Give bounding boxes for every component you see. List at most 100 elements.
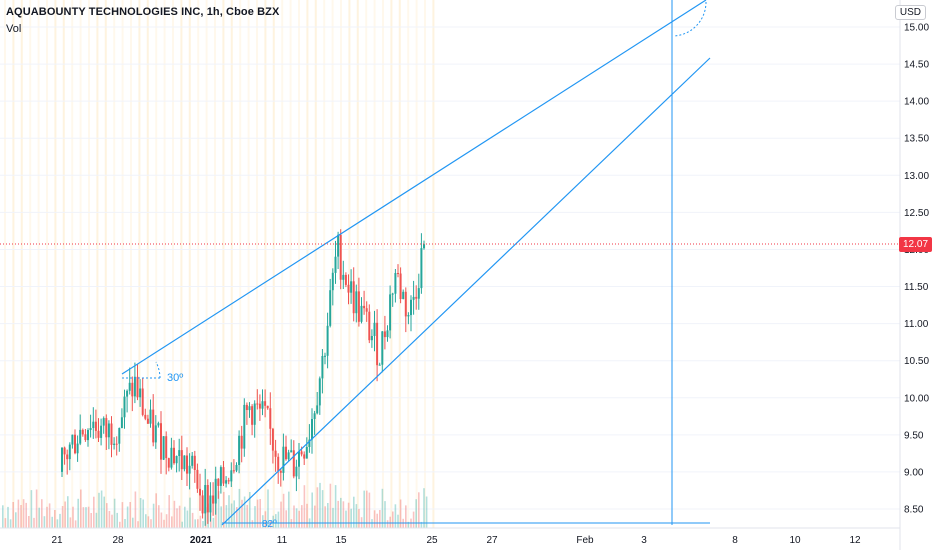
candle-body[interactable]: [227, 480, 230, 482]
candle-body[interactable]: [316, 405, 319, 414]
candle-body[interactable]: [326, 325, 329, 356]
candle-body[interactable]: [391, 293, 394, 295]
candle-body[interactable]: [303, 454, 306, 459]
candle-body[interactable]: [193, 455, 196, 470]
candle-body[interactable]: [248, 406, 251, 411]
candle-body[interactable]: [170, 447, 173, 468]
candle-body[interactable]: [144, 414, 147, 419]
candle-body[interactable]: [352, 281, 355, 314]
candle-body[interactable]: [136, 376, 139, 398]
candle-body[interactable]: [105, 418, 108, 438]
candle-body[interactable]: [415, 296, 418, 299]
price-axis[interactable]: 8.509.009.5010.0010.5011.0011.5012.0012.…: [904, 23, 929, 516]
candle-body[interactable]: [292, 450, 295, 477]
candle-body[interactable]: [232, 470, 235, 472]
candle-body[interactable]: [287, 452, 290, 460]
candle-body[interactable]: [173, 447, 175, 464]
candle-body[interactable]: [329, 290, 332, 326]
candle-body[interactable]: [133, 376, 136, 397]
upper-trendline[interactable]: [121, 0, 707, 375]
candle-body[interactable]: [113, 443, 116, 445]
candle-body[interactable]: [318, 378, 321, 406]
candle-body[interactable]: [285, 446, 287, 460]
candle-body[interactable]: [225, 480, 228, 484]
candle-body[interactable]: [110, 423, 113, 445]
candle-body[interactable]: [214, 478, 217, 504]
candle-body[interactable]: [305, 447, 308, 459]
candle-body[interactable]: [313, 413, 316, 419]
candle-body[interactable]: [162, 436, 165, 460]
candle-body[interactable]: [141, 388, 144, 415]
trend-drawings[interactable]: 30º 82º: [121, 0, 711, 530]
candle-body[interactable]: [417, 288, 420, 299]
candle-body[interactable]: [334, 256, 337, 273]
candle-body[interactable]: [167, 458, 170, 468]
candle-body[interactable]: [253, 403, 256, 425]
candle-body[interactable]: [219, 467, 222, 486]
candle-body[interactable]: [420, 248, 423, 289]
candle-body[interactable]: [128, 382, 131, 391]
candle-body[interactable]: [131, 382, 134, 397]
candle-body[interactable]: [363, 305, 366, 309]
candle-body[interactable]: [290, 450, 293, 453]
candle-body[interactable]: [245, 404, 248, 410]
candlesticks[interactable]: [61, 229, 425, 526]
candle-body[interactable]: [149, 409, 152, 424]
candle-body[interactable]: [160, 423, 162, 460]
candle-body[interactable]: [126, 390, 129, 397]
candle-body[interactable]: [355, 291, 358, 314]
candle-body[interactable]: [230, 470, 233, 482]
candle-body[interactable]: [404, 291, 407, 317]
candle-body[interactable]: [94, 421, 97, 431]
candle-body[interactable]: [383, 331, 386, 338]
candle-body[interactable]: [295, 466, 298, 477]
volume-indicator-label[interactable]: Vol: [6, 23, 22, 35]
candle-body[interactable]: [282, 446, 285, 473]
candle-body[interactable]: [178, 450, 181, 456]
candle-body[interactable]: [191, 455, 194, 466]
candle-body[interactable]: [209, 495, 212, 513]
candle-body[interactable]: [274, 450, 277, 457]
candle-body[interactable]: [76, 443, 79, 454]
candle-body[interactable]: [407, 315, 410, 317]
candle-body[interactable]: [123, 396, 126, 418]
candle-body[interactable]: [66, 454, 69, 460]
candle-body[interactable]: [342, 274, 345, 280]
candle-body[interactable]: [277, 456, 280, 471]
candle-body[interactable]: [206, 485, 209, 513]
lower-trendline[interactable]: [221, 57, 711, 526]
candle-body[interactable]: [84, 434, 87, 440]
candle-body[interactable]: [212, 495, 215, 504]
candle-body[interactable]: [115, 443, 118, 445]
candle-body[interactable]: [308, 439, 311, 447]
candle-body[interactable]: [256, 403, 259, 405]
candle-body[interactable]: [217, 478, 220, 486]
candle-body[interactable]: [350, 281, 353, 293]
candle-body[interactable]: [266, 405, 269, 409]
candle-body[interactable]: [222, 467, 225, 484]
candle-body[interactable]: [102, 418, 105, 426]
candle-body[interactable]: [175, 456, 178, 464]
candle-body[interactable]: [261, 401, 264, 409]
candle-body[interactable]: [269, 408, 272, 429]
candle-body[interactable]: [347, 284, 350, 293]
candle-body[interactable]: [271, 428, 274, 451]
candle-body[interactable]: [74, 434, 76, 454]
candle-body[interactable]: [152, 409, 155, 443]
candle-body[interactable]: [357, 291, 360, 322]
candle-body[interactable]: [389, 294, 392, 331]
candle-body[interactable]: [199, 488, 201, 496]
symbol-title[interactable]: AQUABOUNTY TECHNOLOGIES INC, 1h, Cboe BZ…: [6, 6, 280, 18]
candle-body[interactable]: [107, 423, 110, 438]
candle-body[interactable]: [264, 401, 267, 406]
candle-body[interactable]: [97, 430, 100, 438]
candle-body[interactable]: [157, 423, 160, 426]
candle-body[interactable]: [165, 436, 168, 459]
candle-body[interactable]: [279, 470, 282, 473]
candle-body[interactable]: [324, 355, 326, 357]
candle-body[interactable]: [240, 435, 243, 449]
candle-body[interactable]: [412, 296, 415, 300]
candle-body[interactable]: [118, 428, 121, 444]
candle-body[interactable]: [394, 273, 397, 294]
candle-body[interactable]: [410, 299, 412, 316]
